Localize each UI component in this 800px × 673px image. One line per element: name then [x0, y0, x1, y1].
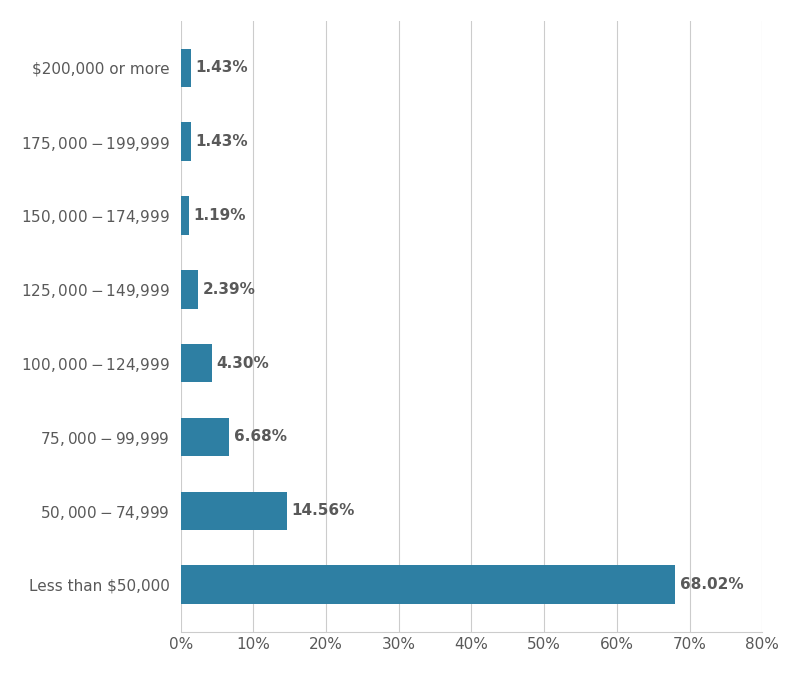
Bar: [181, 122, 191, 161]
Bar: [181, 48, 191, 87]
Bar: [181, 344, 212, 382]
Text: 68.02%: 68.02%: [679, 577, 743, 592]
Text: 1.43%: 1.43%: [195, 134, 248, 149]
Text: 4.30%: 4.30%: [216, 355, 269, 371]
Text: 1.43%: 1.43%: [195, 61, 248, 75]
Bar: [181, 270, 198, 308]
Text: 2.39%: 2.39%: [202, 282, 255, 297]
Bar: [181, 418, 230, 456]
Text: 6.68%: 6.68%: [234, 429, 286, 444]
Bar: [181, 197, 190, 235]
Text: 1.19%: 1.19%: [194, 208, 246, 223]
Bar: [181, 491, 286, 530]
Text: 14.56%: 14.56%: [291, 503, 354, 518]
Bar: [181, 565, 675, 604]
